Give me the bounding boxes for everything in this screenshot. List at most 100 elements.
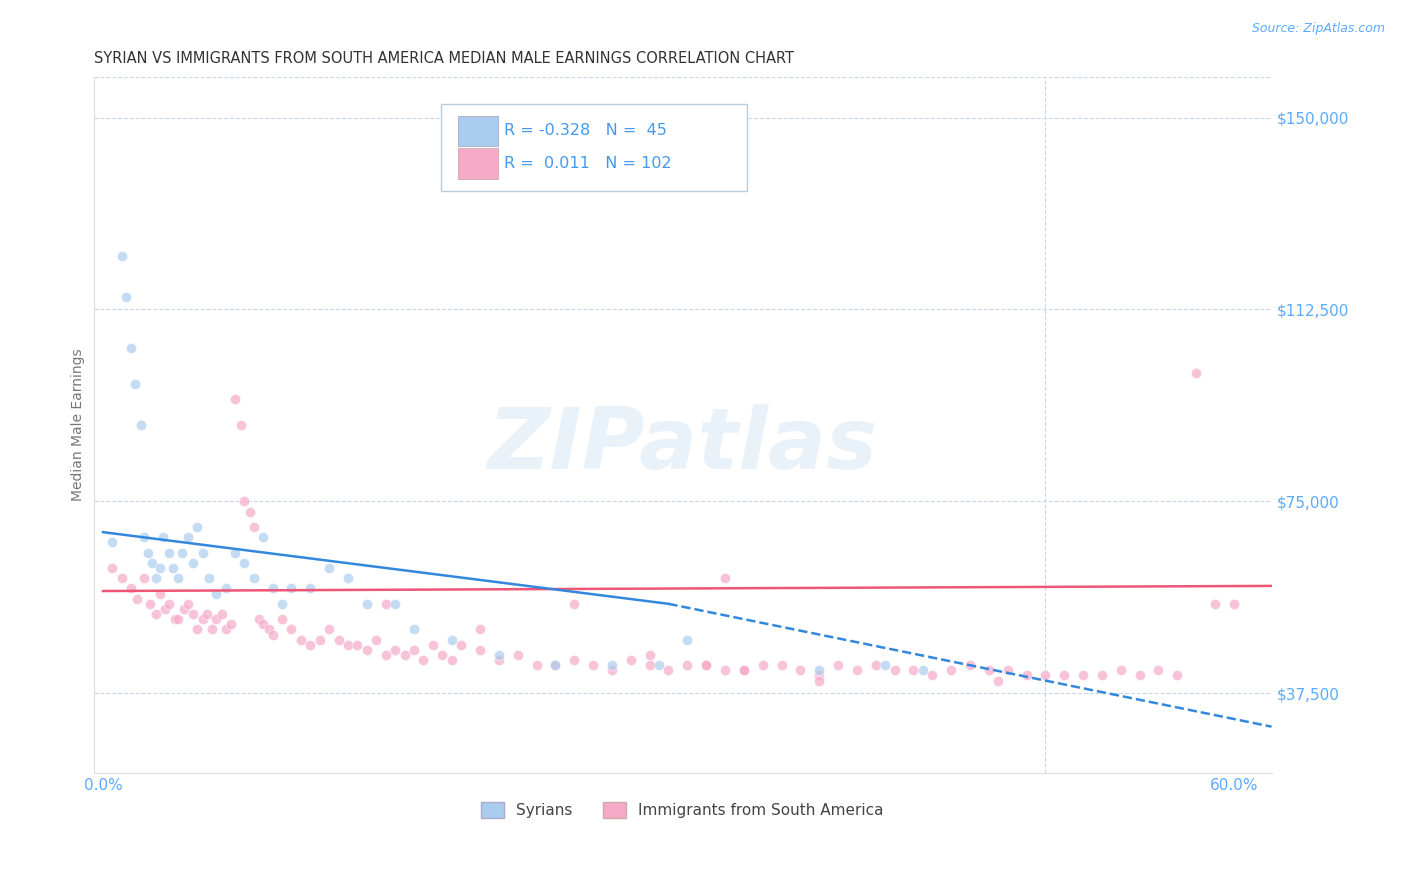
Point	[280, 582, 302, 596]
Point	[582, 658, 605, 673]
Point	[141, 556, 163, 570]
Point	[1035, 668, 1057, 682]
Point	[875, 658, 897, 673]
Point	[676, 658, 699, 673]
Point	[101, 535, 124, 549]
Point	[657, 664, 679, 678]
Point	[252, 530, 274, 544]
Point	[808, 673, 831, 688]
Point	[1053, 668, 1076, 682]
Point	[997, 664, 1019, 678]
Point	[987, 673, 1010, 688]
Point	[1223, 597, 1246, 611]
Point	[205, 586, 228, 600]
Point	[865, 658, 887, 673]
Point	[262, 582, 284, 596]
Point	[422, 638, 444, 652]
Point	[145, 607, 167, 621]
Point	[1147, 664, 1170, 678]
Point	[233, 494, 256, 508]
Text: ZIPatlas: ZIPatlas	[488, 404, 877, 487]
Point	[600, 658, 623, 673]
Point	[1071, 668, 1094, 682]
Point	[167, 612, 190, 626]
Point	[224, 546, 246, 560]
Point	[412, 653, 434, 667]
Point	[183, 556, 205, 570]
Point	[733, 664, 755, 678]
Point	[120, 341, 142, 355]
Point	[562, 653, 585, 667]
Point	[148, 561, 170, 575]
FancyBboxPatch shape	[457, 116, 498, 146]
Point	[239, 505, 262, 519]
Point	[366, 632, 388, 647]
Point	[257, 623, 280, 637]
Y-axis label: Median Male Earnings: Median Male Earnings	[72, 349, 86, 501]
Point	[356, 643, 378, 657]
Point	[191, 612, 214, 626]
FancyBboxPatch shape	[457, 148, 498, 179]
Point	[827, 658, 849, 673]
Point	[648, 658, 671, 673]
Point	[941, 664, 963, 678]
Point	[134, 571, 156, 585]
Point	[789, 664, 811, 678]
Point	[562, 597, 585, 611]
Point	[440, 653, 463, 667]
Point	[468, 623, 491, 637]
Point	[544, 658, 567, 673]
Point	[111, 571, 134, 585]
Point	[544, 658, 567, 673]
Point	[714, 571, 737, 585]
Point	[600, 664, 623, 678]
Point	[242, 571, 264, 585]
Point	[172, 546, 194, 560]
Point	[911, 664, 934, 678]
Point	[903, 664, 925, 678]
Point	[299, 582, 322, 596]
Point	[337, 571, 360, 585]
Point	[374, 648, 396, 662]
Point	[1015, 668, 1038, 682]
Point	[120, 582, 142, 596]
Point	[145, 571, 167, 585]
Point	[714, 664, 737, 678]
Point	[394, 648, 416, 662]
Point	[526, 658, 548, 673]
Point	[308, 632, 330, 647]
Point	[177, 597, 200, 611]
Point	[384, 597, 406, 611]
Point	[229, 417, 252, 432]
Point	[211, 607, 233, 621]
Point	[124, 376, 146, 391]
Point	[468, 643, 491, 657]
Point	[173, 602, 195, 616]
Point	[695, 658, 717, 673]
Point	[695, 658, 717, 673]
Text: R =  0.011   N = 102: R = 0.011 N = 102	[503, 156, 671, 171]
Point	[205, 612, 228, 626]
Point	[186, 623, 208, 637]
Point	[163, 612, 186, 626]
Point	[402, 643, 425, 657]
Point	[290, 632, 312, 647]
Point	[337, 638, 360, 652]
Point	[197, 571, 219, 585]
Point	[242, 520, 264, 534]
Point	[280, 623, 302, 637]
Point	[676, 632, 699, 647]
Point	[328, 632, 350, 647]
Text: Source: ZipAtlas.com: Source: ZipAtlas.com	[1251, 22, 1385, 36]
Point	[1204, 597, 1226, 611]
Point	[384, 643, 406, 657]
Point	[153, 602, 176, 616]
Point	[271, 612, 294, 626]
Point	[167, 571, 190, 585]
Point	[233, 556, 256, 570]
Point	[959, 658, 981, 673]
Point	[114, 290, 136, 304]
Point	[506, 648, 529, 662]
Point	[808, 668, 831, 682]
Point	[195, 607, 218, 621]
